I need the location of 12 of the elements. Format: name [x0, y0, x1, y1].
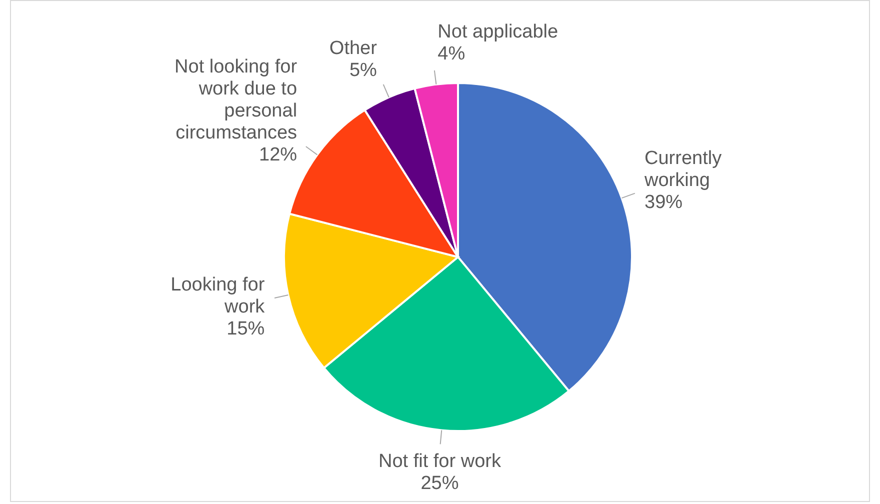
slice-label: Not looking for work due to personal circumstances: [174, 56, 298, 144]
slice-label: Not applicable: [438, 22, 558, 43]
data-label: 4%: [438, 44, 466, 65]
data-label: 12%: [259, 144, 298, 166]
data-label: 5%: [349, 60, 378, 81]
slice-label: Other: [329, 38, 378, 59]
slice-label: Currently working: [644, 148, 722, 192]
data-label: 39%: [644, 192, 683, 214]
data-label: 15%: [226, 318, 265, 340]
slice-label: Looking for work: [170, 274, 266, 318]
data-label: 25%: [420, 473, 459, 494]
slice-label: Not fit for work: [378, 451, 502, 472]
